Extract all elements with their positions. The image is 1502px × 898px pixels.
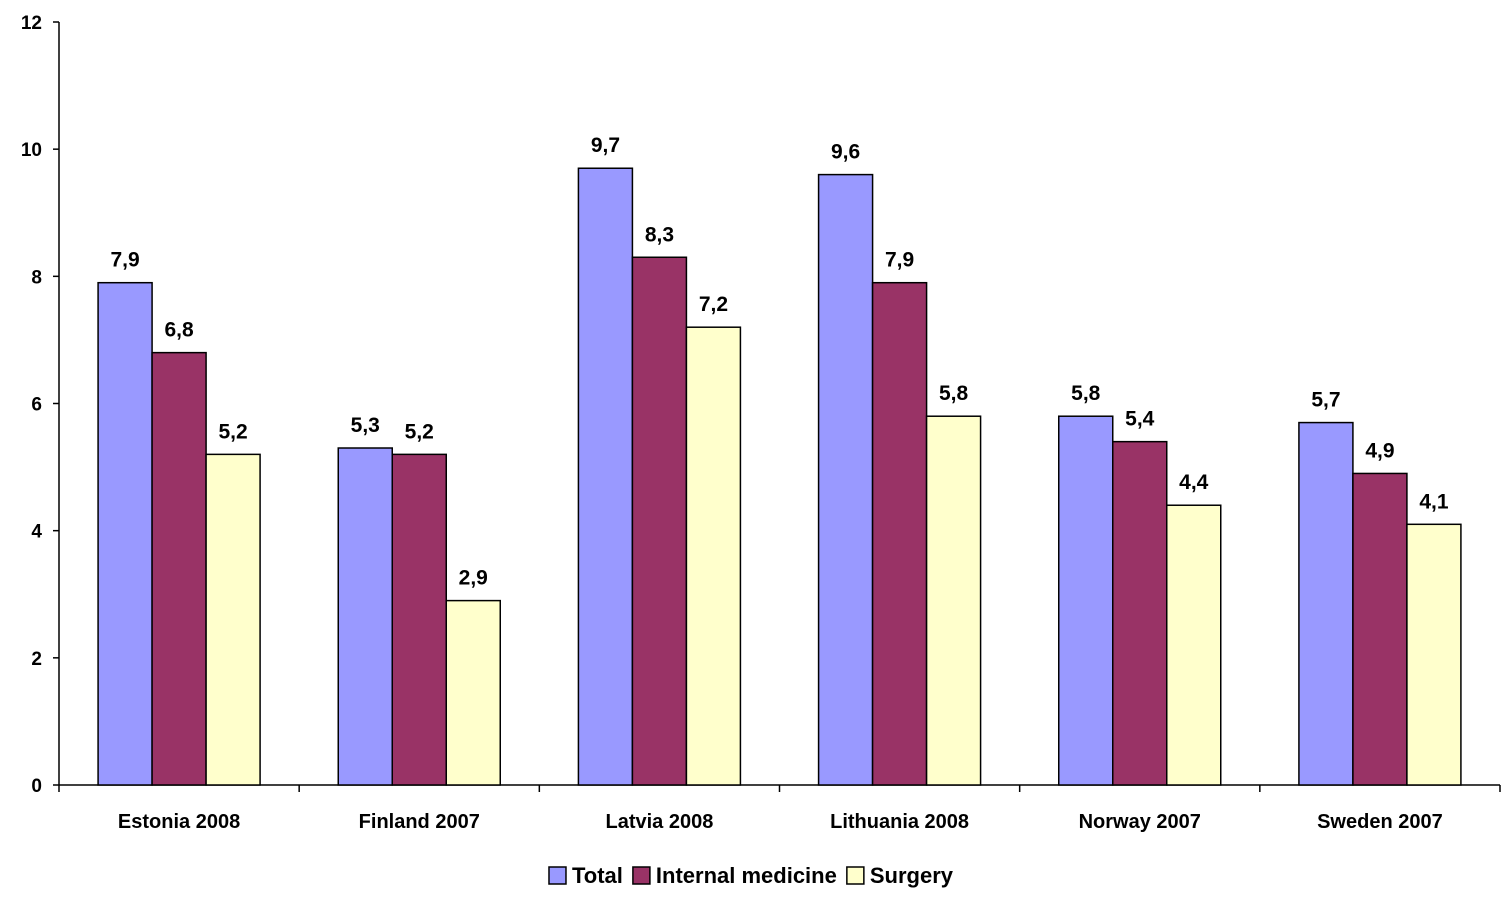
- bar-total: [1058, 415, 1114, 786]
- x-category-label: Sweden 2007: [1317, 811, 1443, 833]
- data-label: 5,8: [939, 382, 969, 405]
- data-labels: 7,9 6,8 5,2 5,3 5,2 2,9 9,7 8,3 7,2 9,6 7,9 5,8 5,8 5…: [110, 134, 1448, 589]
- bar-surgery: [1406, 523, 1462, 786]
- data-label: 5,7: [1311, 389, 1340, 412]
- bar-internal-medicine: [391, 453, 447, 786]
- bar-surgery: [1166, 504, 1222, 786]
- data-label: 5,2: [405, 420, 434, 443]
- bar-internal-medicine: [631, 256, 688, 786]
- y-tick-label: 0: [31, 776, 42, 797]
- x-category-label: Lithuania 2008: [830, 811, 969, 833]
- bar-total: [337, 447, 393, 786]
- x-category-label: Estonia 2008: [118, 811, 240, 833]
- bar-internal-medicine: [151, 351, 207, 786]
- bar-total: [817, 173, 874, 786]
- legend: Total Internal medicine Surgery: [548, 863, 954, 888]
- data-label: 8,3: [645, 223, 674, 246]
- legend-label-internal-medicine: Internal medicine: [656, 863, 837, 888]
- y-tick-label: 4: [31, 522, 42, 543]
- legend-swatch-total: [548, 866, 567, 885]
- x-category-label: Finland 2007: [359, 811, 480, 833]
- data-label: 9,6: [831, 141, 860, 164]
- y-tick-label: 12: [21, 13, 42, 34]
- data-label: 2,9: [459, 567, 488, 590]
- data-label: 5,8: [1071, 382, 1101, 405]
- bar-total: [577, 167, 634, 786]
- bar-surgery: [925, 415, 982, 786]
- data-label: 4,1: [1419, 490, 1449, 513]
- legend-swatch-surgery: [846, 866, 865, 885]
- data-label: 7,9: [110, 249, 139, 272]
- bar-internal-medicine: [1352, 472, 1408, 786]
- data-label: 7,2: [699, 293, 728, 316]
- bar-internal-medicine: [871, 281, 928, 786]
- data-label: 4,4: [1179, 471, 1209, 494]
- bar-total: [1298, 421, 1354, 786]
- bar-surgery: [685, 326, 742, 786]
- bar-internal-medicine: [1112, 440, 1168, 786]
- y-tick-label: 8: [31, 267, 42, 288]
- data-label: 4,9: [1365, 439, 1394, 462]
- y-tick-label: 10: [21, 140, 42, 161]
- x-category-label: Norway 2007: [1079, 811, 1201, 833]
- y-tick-label: 6: [31, 395, 42, 416]
- data-label: 5,3: [351, 414, 380, 437]
- y-tick-label: 2: [31, 649, 42, 670]
- data-label: 5,2: [218, 420, 247, 443]
- legend-swatch-internal-medicine: [632, 866, 651, 885]
- bars: [97, 167, 1462, 786]
- x-axis: Estonia 2008 Finland 2007 Latvia 2008 Lithu…: [58, 784, 1501, 833]
- bar-total: [97, 281, 153, 786]
- x-category-label: Latvia 2008: [605, 811, 713, 833]
- bar-surgery: [205, 453, 261, 786]
- data-label: 7,9: [885, 249, 914, 272]
- data-label: 9,7: [591, 134, 620, 157]
- legend-label-total: Total: [572, 863, 623, 888]
- data-label: 6,8: [164, 319, 194, 342]
- data-label: 5,4: [1125, 408, 1155, 431]
- y-axis: 0 2 4 6 8 10 12: [21, 13, 60, 797]
- legend-label-surgery: Surgery: [870, 863, 954, 888]
- bar-surgery: [445, 599, 501, 786]
